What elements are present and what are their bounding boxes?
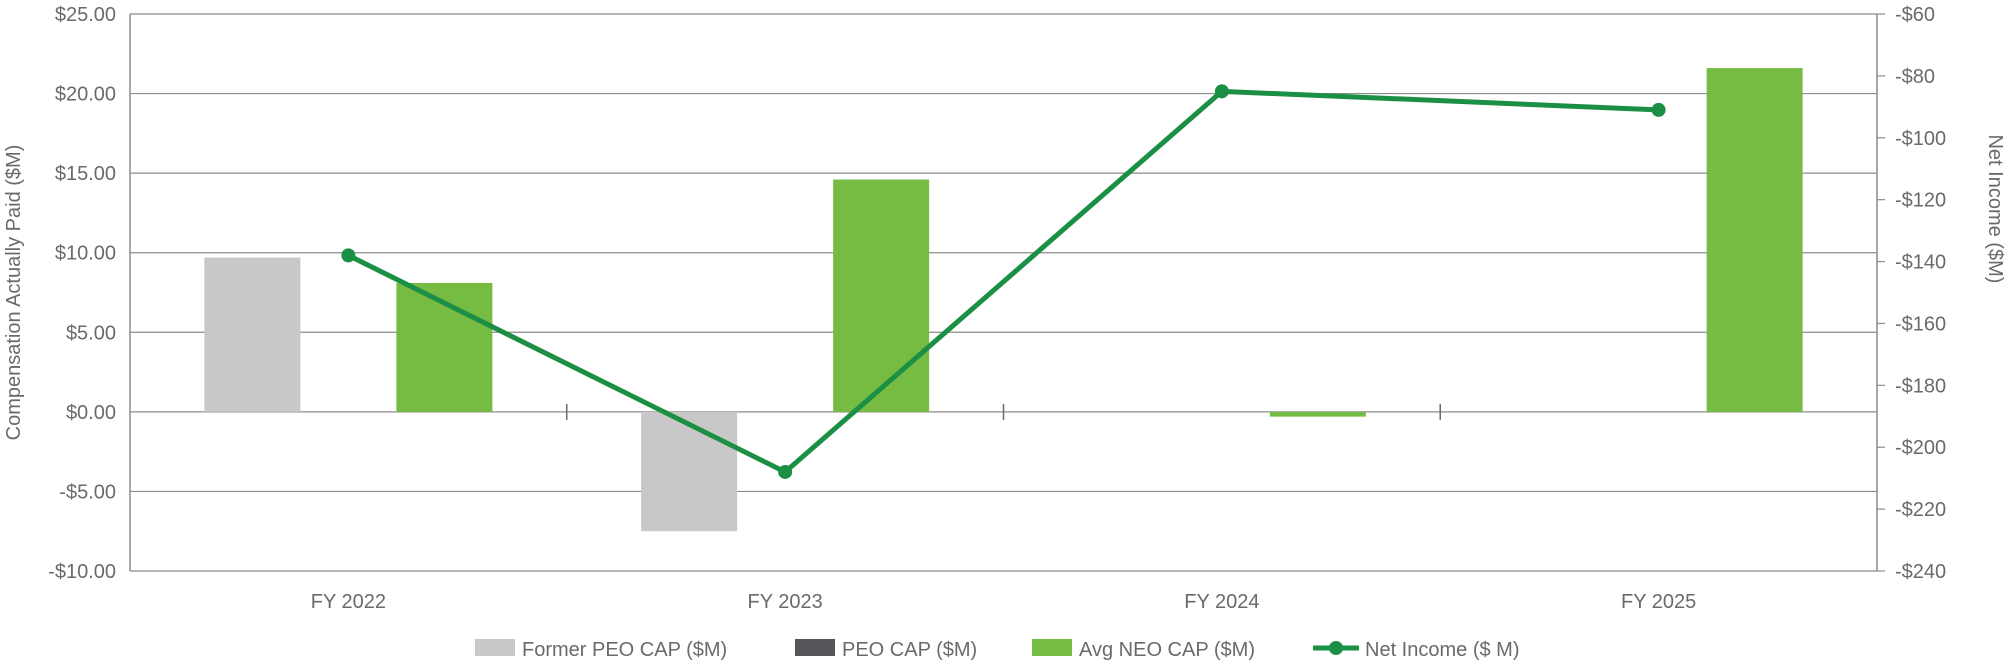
right-tick-label: -$240 — [1895, 561, 1946, 583]
bar-former-peo-cap-m-fy-2023 — [641, 411, 738, 532]
axes — [129, 14, 1878, 571]
right-tick-label: -$180 — [1895, 375, 1946, 397]
bar-avg-neo-cap-m-fy-2023 — [833, 179, 930, 412]
left-axis-ticks: $25.00 $20.00 $15.00 $10.00 $5.00 $0.00 -$5.00… — [48, 4, 116, 583]
right-tick-label: -$220 — [1895, 499, 1946, 521]
legend-swatch-avg-neo-cap-m — [1032, 639, 1072, 656]
bars — [204, 68, 1803, 532]
net-income-line — [341, 84, 1666, 479]
left-tick-label: -$5.00 — [59, 481, 116, 503]
right-axis-title: Net Income ($M) — [1984, 134, 2006, 283]
bar-former-peo-cap-m-fy-2022 — [204, 257, 301, 412]
legend-label-avg-neo-cap-m: Avg NEO CAP ($M) — [1079, 639, 1255, 661]
category-labels: FY 2022 FY 2023 FY 2024 FY 2025 — [311, 591, 1697, 613]
legend-swatch-peo-cap-m — [795, 639, 835, 656]
right-tick-label: -$120 — [1895, 190, 1946, 212]
net-income-point-fy-2023 — [778, 464, 793, 479]
legend-swatch-former-peo-cap-m — [475, 639, 515, 656]
category-label: FY 2025 — [1621, 591, 1696, 613]
category-label: FY 2022 — [311, 591, 386, 613]
right-tick-label: -$160 — [1895, 313, 1946, 335]
category-label: FY 2024 — [1184, 591, 1259, 613]
gridlines — [130, 13, 1877, 572]
left-tick-label: $0.00 — [66, 402, 116, 424]
right-tick-label: -$100 — [1895, 128, 1946, 150]
left-tick-label: -$10.00 — [48, 561, 116, 583]
legend-label-peo-cap-m: PEO CAP ($M) — [842, 639, 977, 661]
legend-marker-net-income-m — [1329, 641, 1343, 655]
category-label: FY 2023 — [748, 591, 823, 613]
legend: Former PEO CAP ($M) PEO CAP ($M) Avg NEO C… — [475, 639, 1519, 661]
net-income-point-fy-2022 — [341, 248, 356, 263]
left-tick-label: $5.00 — [66, 322, 116, 344]
right-axis-ticks: -$60 -$80 -$100 -$120 -$140 -$160 -$180 -$200 -$… — [1877, 4, 1946, 583]
net-income-point-fy-2025 — [1651, 102, 1666, 117]
bar-avg-neo-cap-m-fy-2024 — [1269, 411, 1366, 417]
bar-avg-neo-cap-m-fy-2025 — [1706, 68, 1803, 412]
legend-label-former-peo-cap-m: Former PEO CAP ($M) — [522, 639, 727, 661]
net-income-series-line — [347, 88, 1659, 475]
right-tick-label: -$140 — [1895, 252, 1946, 274]
right-tick-label: -$60 — [1895, 4, 1935, 26]
legend-label-net-income-m: Net Income ($ M) — [1365, 639, 1519, 661]
left-tick-label: $25.00 — [55, 4, 116, 26]
left-tick-label: $10.00 — [55, 243, 116, 265]
net-income-point-fy-2024 — [1214, 84, 1229, 99]
left-axis-title: Compensation Actually Paid ($M) — [3, 145, 25, 441]
right-tick-label: -$200 — [1895, 437, 1946, 459]
left-tick-label: $15.00 — [55, 163, 116, 185]
right-tick-label: -$80 — [1895, 66, 1935, 88]
left-tick-label: $20.00 — [55, 84, 116, 106]
